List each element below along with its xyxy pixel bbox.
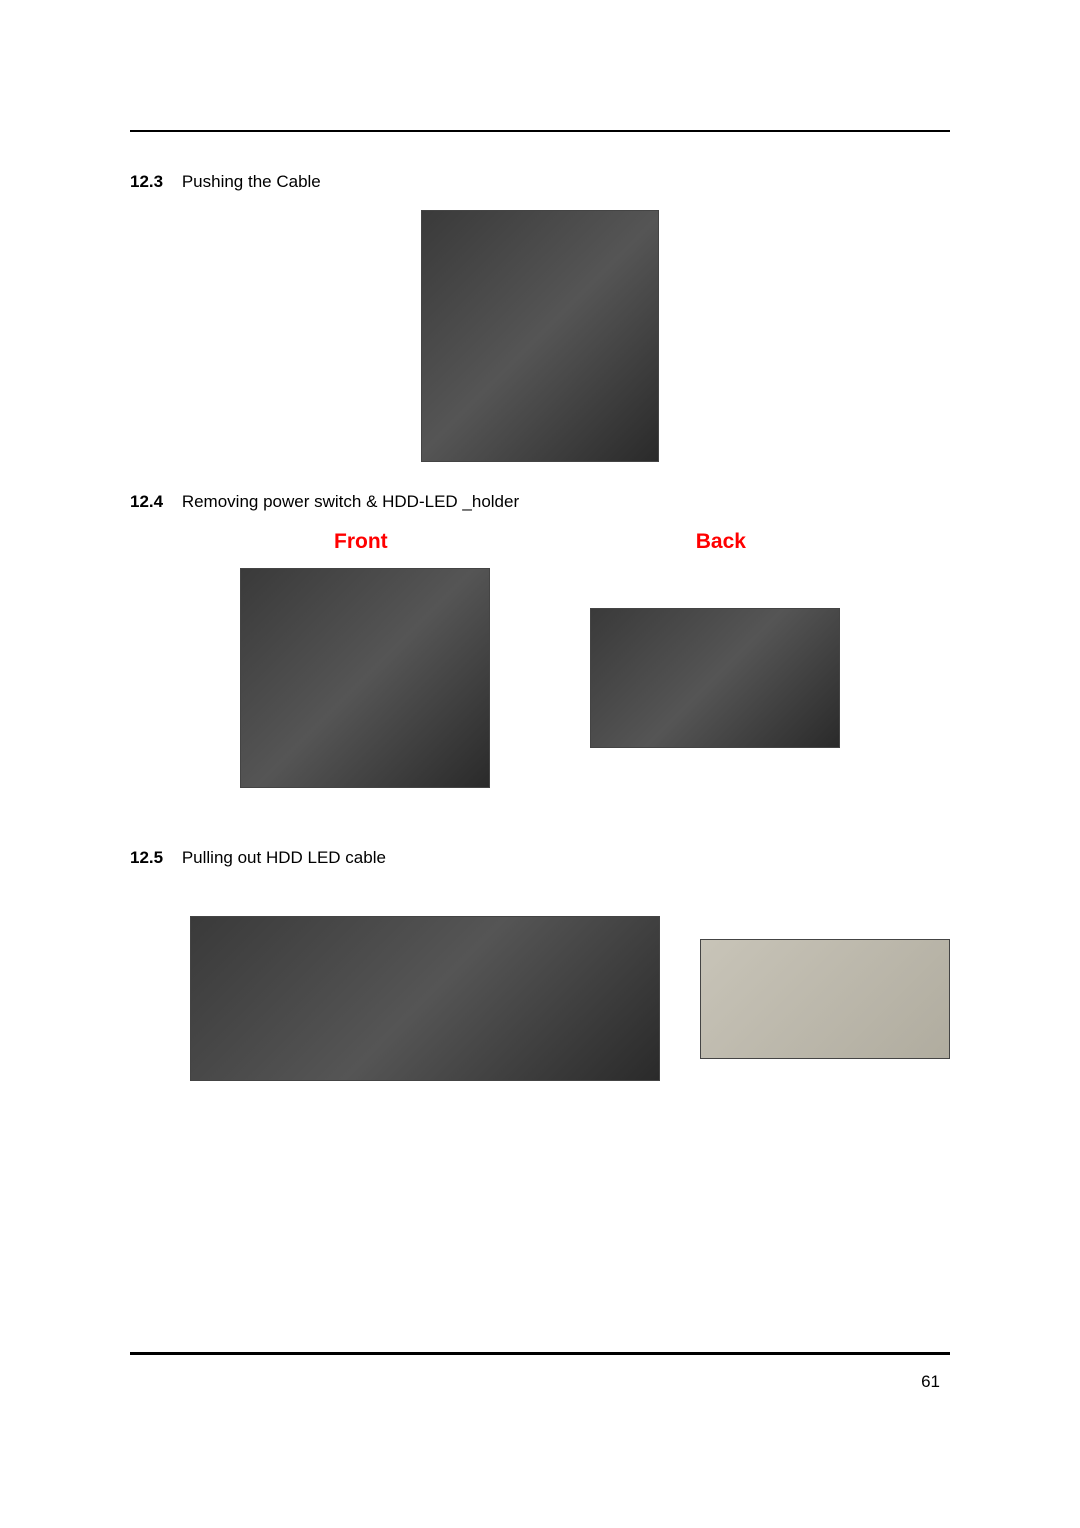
page-number: 61 (921, 1372, 940, 1392)
front-back-labels: Front Back (180, 530, 900, 554)
figure-front-holder (240, 568, 490, 788)
step-12-5: 12.5 Pulling out HDD LED cable (130, 848, 950, 868)
figure-cable-routing (421, 210, 659, 462)
figure-row-2 (130, 568, 950, 788)
back-label: Back (696, 530, 746, 554)
figure-row-1 (130, 210, 950, 462)
step-title: Pushing the Cable (182, 172, 321, 191)
figure-front-bracket (190, 916, 660, 1081)
top-rule (130, 130, 950, 132)
step-12-4: 12.4 Removing power switch & HDD-LED _ho… (130, 492, 950, 512)
page-content: 12.3 Pushing the Cable 12.4 Removing pow… (130, 130, 950, 1081)
step-title: Pulling out HDD LED cable (182, 848, 386, 867)
step-number: 12.5 (130, 848, 163, 867)
step-title: Removing power switch & HDD-LED _holder (182, 492, 519, 511)
figure-back-holder (590, 608, 840, 748)
figure-row-3 (130, 916, 950, 1081)
step-12-3: 12.3 Pushing the Cable (130, 172, 950, 192)
bottom-rule (130, 1352, 950, 1355)
front-label: Front (334, 530, 388, 554)
step-number: 12.4 (130, 492, 163, 511)
figure-hdd-led-cable (700, 939, 950, 1059)
step-number: 12.3 (130, 172, 163, 191)
